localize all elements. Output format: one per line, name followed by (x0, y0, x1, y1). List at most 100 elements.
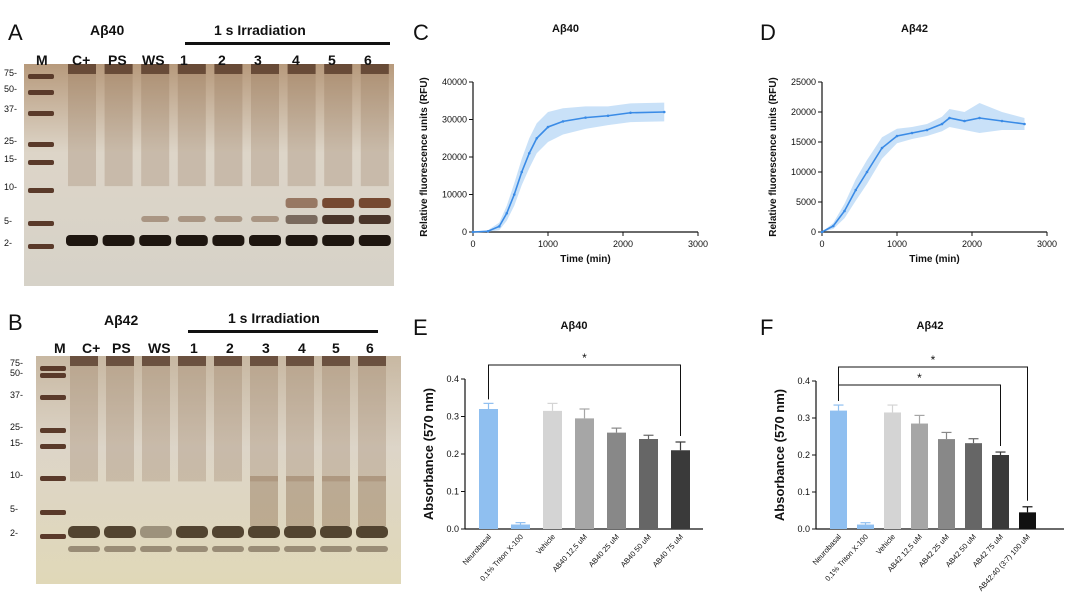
gel-a-marker-75: 75- (4, 68, 18, 78)
oligomer-band (251, 216, 279, 222)
data-point (1000, 119, 1004, 123)
ladder-band (40, 444, 66, 449)
oligomer-smear (286, 476, 314, 526)
significance-bracket (488, 364, 681, 436)
y-tick-label: 0.3 (797, 413, 810, 423)
gel-a-image (24, 64, 394, 286)
lane-well (106, 356, 134, 366)
gel-a-lane-1: 1 (180, 52, 188, 68)
lane-smear (178, 356, 206, 482)
panel-d: D Aβ42 0 5000 10000 15000 20000 25000 0 1000 2000… (750, 10, 1080, 290)
monomer-band (175, 235, 208, 246)
data-point (629, 111, 632, 115)
lane-well (104, 64, 133, 74)
data-point (497, 225, 501, 228)
lane-well (178, 356, 206, 366)
gel-b-marker-10: 10- (10, 470, 24, 480)
monomer-band (285, 235, 318, 246)
gel-b-header-bar (188, 330, 378, 333)
bar (938, 439, 955, 529)
ladder-band (28, 244, 54, 249)
bar (911, 423, 928, 529)
y-tick-label: 0.3 (446, 412, 459, 422)
x-tick-label: 0 (819, 239, 824, 249)
chart-title: Aβ40 (552, 23, 579, 35)
lane-smear (287, 64, 316, 187)
x-tick-label: 3000 (688, 239, 708, 249)
monomer-band (212, 235, 245, 246)
gel-b-lane-M: M (54, 340, 66, 356)
gel-b-lane-3: 3 (262, 340, 270, 356)
bar (857, 524, 874, 529)
lane-well (250, 356, 278, 366)
lower-band (68, 546, 100, 552)
data-point (486, 229, 490, 233)
lane-well (360, 64, 389, 74)
lower-band (248, 546, 280, 552)
y-tick-label: 0.0 (446, 524, 459, 534)
gel-b-lane-2: 2 (226, 340, 234, 356)
panel-letter-e: E (413, 315, 428, 340)
panel-f: F Aβ42 0.0 0.1 0.2 0.3 0.4 Absorbance (570 nm)… (750, 305, 1080, 605)
data-point (606, 114, 610, 118)
significance-bracket (838, 366, 1028, 501)
ladder-band (28, 90, 54, 95)
ladder-band (28, 74, 54, 79)
data-point (584, 116, 587, 119)
ladder-band (40, 428, 66, 433)
gel-b-marker-25: 25- (10, 422, 24, 432)
data-point (820, 230, 824, 234)
oligomer-smear (358, 476, 386, 526)
monomer-band (66, 235, 98, 246)
lane-well (358, 356, 386, 366)
y-tick-label: 0.4 (797, 376, 810, 386)
bar (511, 524, 530, 529)
gel-a-lane-C+: C+ (72, 52, 91, 68)
lane-smear (286, 356, 314, 482)
lane-smear (177, 64, 206, 187)
lane-well (324, 64, 353, 74)
lane-smear (104, 64, 133, 187)
x-tick-label: 1000 (887, 239, 907, 249)
monomer-band (139, 235, 172, 246)
oligomer-band (177, 216, 206, 222)
significance-bracket (838, 384, 1001, 447)
oligomer-band (358, 198, 391, 208)
bar (992, 455, 1009, 529)
gel-b-image (36, 356, 401, 584)
gel-a-title: Aβ40 (90, 22, 125, 38)
y-axis-label: Absorbance (570 nm) (421, 388, 436, 520)
lane-smear (360, 64, 389, 187)
oligomer-band (141, 216, 170, 222)
lane-smear (70, 356, 98, 482)
chart-e: Aβ40 0.0 0.1 0.2 0.3 0.4 Absorbance (570 nm) Ne… (421, 320, 703, 583)
panel-letter-b: B (8, 310, 23, 335)
oligomer-smear (322, 476, 350, 526)
gel-a-marker-5: 5- (4, 216, 13, 226)
category-label: AB42:40 (3:7) 100 uM (976, 532, 1032, 593)
lower-band (284, 546, 316, 552)
lane-smear (214, 356, 242, 482)
panel-b: B Aβ42 1 s Irradiation M C+ PS WS 1 2 3 4 5 6 75- 5… (0, 300, 401, 600)
data-point (978, 116, 981, 120)
lane-well (214, 356, 242, 366)
data-point (865, 170, 869, 174)
bar (639, 439, 658, 529)
monomer-band (356, 526, 388, 538)
series-line (472, 111, 665, 233)
significance-star: * (931, 353, 936, 367)
lower-band (176, 546, 208, 552)
chart-c: Aβ40 0 10000 20000 30000 40000 0 1000 2000 3000 Ti… (419, 23, 708, 265)
gel-a-marker-10: 10- (4, 182, 18, 192)
ladder-band (40, 366, 66, 371)
data-point (925, 128, 929, 132)
ladder-band (40, 476, 66, 481)
chart-title: Aβ40 (561, 320, 588, 332)
oligomer-band (358, 215, 391, 224)
lane-smear (106, 356, 134, 482)
x-tick-label: 2000 (613, 239, 633, 249)
gel-a-marker-2: 2- (4, 238, 13, 248)
gel-a-marker-25: 25- (4, 136, 18, 146)
data-point (910, 131, 914, 135)
